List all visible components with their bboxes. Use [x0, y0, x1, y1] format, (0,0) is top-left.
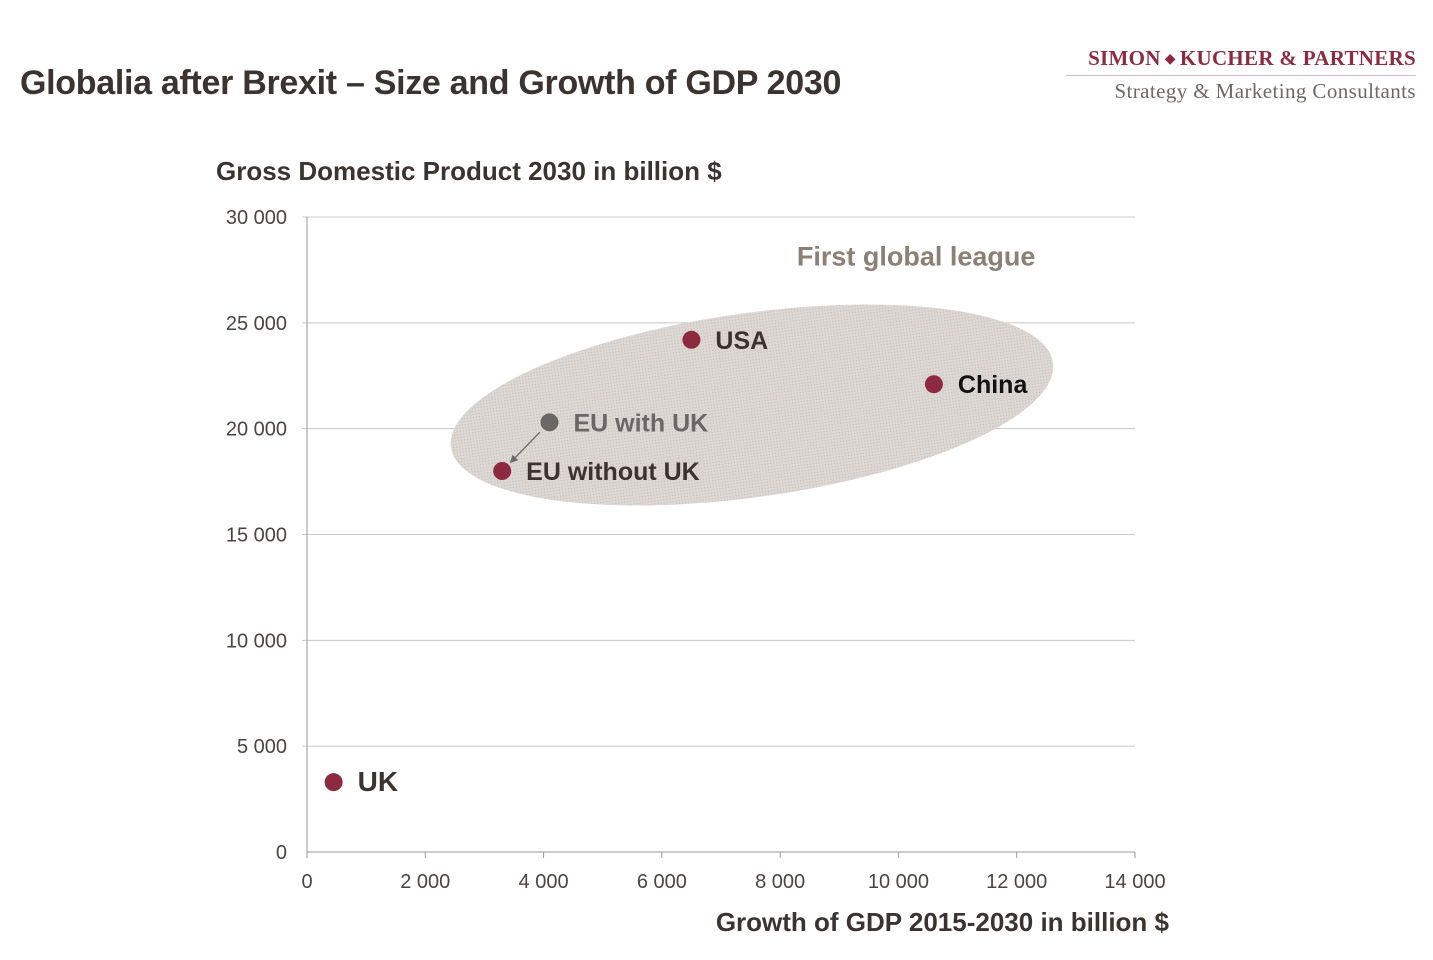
logo-tagline: Strategy & Marketing Consultants [1114, 79, 1416, 103]
region-layer [450, 304, 1054, 506]
x-tick-label: 14 000 [1104, 871, 1165, 893]
x-tick-label: 6 000 [637, 871, 687, 893]
mark-layer [324, 330, 943, 792]
company-logo: SIMON ◆ KUCHER & PARTNERS Strategy & Marke… [1066, 46, 1416, 104]
logo-diamond-icon: ◆ [1164, 52, 1176, 67]
point-label-china: China [958, 371, 1029, 399]
point-china [924, 375, 943, 394]
y-axis-title: Gross Domestic Product 2030 in billion $ [216, 156, 722, 186]
logo-name: SIMON ◆ KUCHER & PARTNERS [1066, 46, 1416, 76]
axis-layer: 0 5 000 10 000 15 000 20 000 25 000 30 000 0 2 0… [216, 156, 1170, 937]
y-tick-label: 30 000 [226, 207, 287, 229]
point-label-eu-with-uk: EU with UK [573, 409, 708, 437]
league-region-ellipse [450, 304, 1054, 506]
y-tick-label: 15 000 [226, 525, 287, 547]
x-tick-label: 10 000 [868, 871, 929, 893]
y-tick-label: 0 [276, 842, 287, 864]
point-label-eu-without-uk: EU without UK [526, 458, 700, 486]
page-title: Globalia after Brexit – Size and Growth … [20, 64, 842, 102]
y-tick-label: 5 000 [237, 736, 287, 758]
league-annotation: First global league [797, 242, 1036, 272]
y-tick-label: 20 000 [226, 419, 287, 441]
point-eu-without-uk [493, 462, 512, 480]
x-tick-label: 2 000 [400, 871, 450, 893]
y-tick-label: 10 000 [226, 630, 287, 652]
x-axis-title: Growth of GDP 2015-2030 in billion $ [716, 907, 1170, 937]
point-usa [682, 330, 701, 349]
x-tick-label: 4 000 [519, 871, 569, 893]
shift-arrow [509, 431, 541, 464]
point-eu-with-uk [540, 413, 559, 432]
label-layer: First global league USA China EU with UK EU … [358, 242, 1036, 797]
point-label-usa: USA [715, 327, 768, 355]
point-uk [324, 773, 343, 792]
y-tick-label: 25 000 [226, 313, 287, 335]
logo-name-left: SIMON [1088, 46, 1161, 70]
x-tick-label: 8 000 [755, 871, 805, 893]
x-tick-label: 0 [301, 871, 312, 893]
point-label-uk: UK [358, 766, 398, 797]
x-tick-label: 12 000 [986, 871, 1047, 893]
logo-name-right: KUCHER & PARTNERS [1179, 46, 1416, 70]
